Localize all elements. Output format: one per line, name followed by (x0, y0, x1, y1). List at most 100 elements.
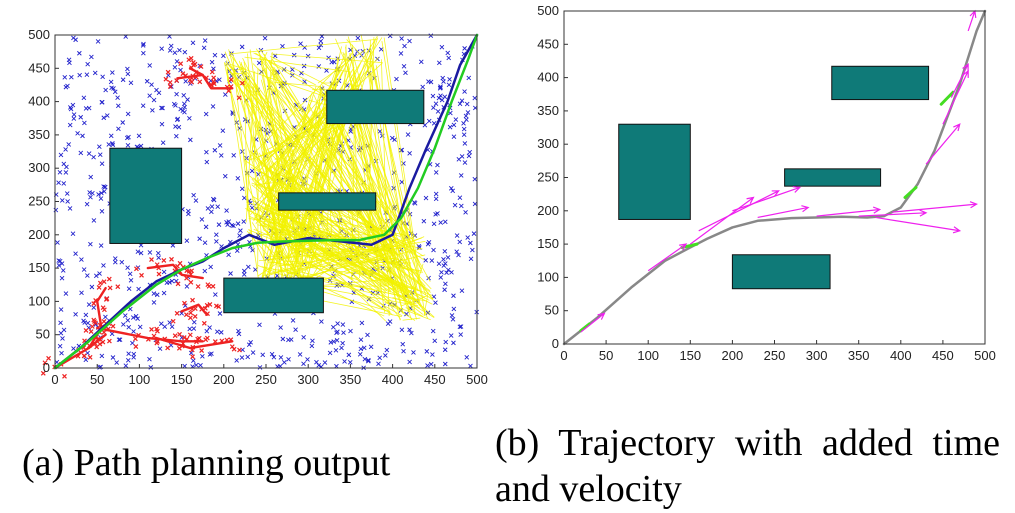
sample-point (234, 248, 240, 254)
sample-point (147, 250, 153, 255)
sample-point (464, 354, 470, 360)
sample-point (468, 363, 473, 369)
tree-goal-edge (327, 109, 422, 270)
sample-point (110, 355, 116, 360)
sample-point (202, 38, 208, 43)
sample-point (235, 175, 241, 181)
tree-start-node (192, 313, 198, 319)
velocity-arrow (967, 9, 977, 32)
sample-point (187, 326, 193, 332)
tree-start-node (176, 345, 182, 351)
tree-start-node (93, 320, 98, 326)
sample-point (260, 352, 266, 358)
sample-point (318, 38, 324, 44)
sample-point (73, 37, 78, 43)
sample-point (203, 224, 209, 230)
sample-point (207, 352, 213, 357)
x-tick-label: 300 (806, 348, 828, 363)
sample-point (462, 160, 468, 165)
sample-point (172, 65, 178, 70)
sample-point (136, 286, 141, 292)
sample-point (138, 143, 144, 149)
sample-point (191, 192, 196, 198)
tree-goal-edge (392, 266, 422, 272)
tree-goal-edge (351, 246, 416, 303)
sample-point (93, 273, 99, 279)
tree-start-node (195, 284, 201, 289)
sample-point (111, 86, 116, 91)
sample-point (80, 133, 85, 139)
sample-point (77, 50, 82, 56)
sample-point (154, 292, 160, 298)
sample-point (112, 89, 118, 95)
sample-point (433, 101, 439, 106)
sample-point (125, 318, 131, 323)
tree-goal-edge (271, 79, 354, 261)
obstacle (278, 192, 377, 211)
y-tick-label: 250 (537, 170, 559, 185)
tree-start-node (167, 80, 173, 85)
tree-start-node (201, 320, 207, 326)
sample-point (140, 43, 146, 48)
tree-goal-edge (402, 317, 421, 321)
tree-start-node (183, 312, 189, 318)
tree-start-node (239, 80, 245, 86)
tree-goal-edge (384, 302, 431, 321)
y-tick-label: 450 (537, 36, 559, 51)
tree-start-node (161, 258, 167, 263)
sample-point (127, 271, 133, 277)
sample-point (126, 134, 131, 140)
sample-point (278, 325, 283, 330)
y-tick-label: 150 (28, 260, 50, 275)
tree-start-node (207, 302, 213, 307)
sample-point (176, 124, 182, 130)
sample-point (91, 154, 96, 160)
sample-point (447, 76, 452, 82)
sample-point (130, 340, 135, 346)
tree-start-node (228, 77, 234, 83)
y-tick-label: 200 (28, 227, 50, 242)
tree-goal-edge (303, 230, 386, 262)
sample-point (430, 93, 436, 99)
tree-start-node (91, 301, 97, 306)
sample-point (228, 271, 233, 276)
sample-point (249, 168, 255, 174)
tree-start-node (101, 318, 107, 324)
sample-point (319, 319, 324, 324)
sample-point (101, 115, 107, 121)
sample-point (462, 89, 467, 94)
tree-start-node (133, 336, 138, 342)
sample-point (125, 71, 131, 77)
sample-point (301, 361, 306, 367)
sample-point (184, 238, 190, 243)
tree-start-node (199, 306, 205, 312)
tree-start-node (178, 61, 184, 67)
tree-start-node (175, 281, 181, 287)
tree-goal-edge (261, 51, 268, 63)
sample-point (103, 314, 108, 320)
sample-point (316, 363, 322, 368)
sample-point (99, 99, 105, 105)
sample-point (110, 141, 115, 146)
sample-point (199, 217, 205, 222)
sample-point (286, 337, 291, 343)
sample-point (156, 255, 161, 261)
sample-point (463, 209, 468, 215)
sample-point (449, 313, 455, 318)
sample-point (448, 333, 454, 338)
sample-point (101, 189, 107, 194)
sample-point (443, 339, 449, 345)
trajectory-highlight (579, 322, 591, 333)
sample-point (426, 118, 432, 124)
sample-point (246, 342, 252, 347)
tree-start-node (88, 329, 94, 334)
sample-point (202, 240, 208, 245)
sample-point (91, 218, 97, 223)
x-tick-label: 150 (679, 348, 701, 363)
sample-point (439, 269, 444, 275)
sample-point (61, 161, 67, 167)
tree-start-node (205, 311, 210, 317)
sample-point (234, 358, 240, 363)
sample-point (401, 348, 406, 354)
tree-start-node (189, 268, 195, 274)
